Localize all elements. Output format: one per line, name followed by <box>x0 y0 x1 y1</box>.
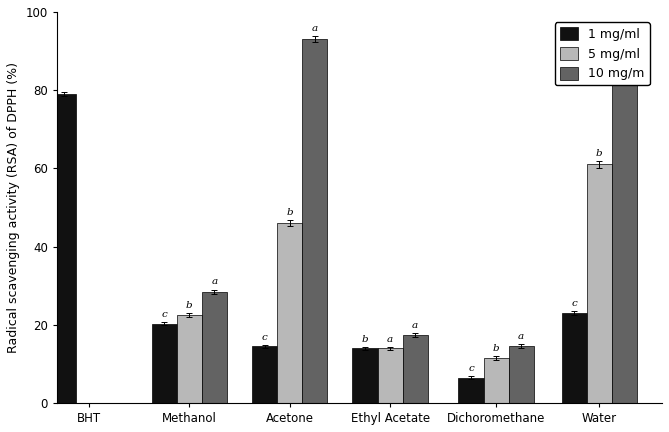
Text: c: c <box>262 333 268 342</box>
Bar <box>458 378 484 403</box>
Text: b: b <box>362 334 369 343</box>
Text: c: c <box>571 299 577 308</box>
Bar <box>202 292 227 403</box>
Bar <box>587 165 612 403</box>
Text: b: b <box>596 149 603 158</box>
Bar <box>562 313 587 403</box>
Bar <box>152 324 177 403</box>
Bar <box>377 348 403 403</box>
Y-axis label: Radical scavenging activity (RSA) of DPPH (%): Radical scavenging activity (RSA) of DPP… <box>7 62 20 353</box>
Text: b: b <box>493 344 499 353</box>
Bar <box>277 223 302 403</box>
Text: a: a <box>518 332 524 341</box>
Bar <box>302 39 327 403</box>
Bar <box>353 348 377 403</box>
Bar <box>177 315 202 403</box>
Text: c: c <box>161 310 167 319</box>
Bar <box>484 358 508 403</box>
Bar <box>403 335 427 403</box>
Text: a: a <box>622 51 628 60</box>
Bar <box>612 67 637 403</box>
Text: a: a <box>412 321 418 330</box>
Bar <box>252 346 277 403</box>
Text: a: a <box>387 334 393 343</box>
Legend: 1 mg/ml, 5 mg/ml, 10 mg/m: 1 mg/ml, 5 mg/ml, 10 mg/m <box>555 22 650 86</box>
Text: a: a <box>211 277 217 286</box>
Text: c: c <box>468 364 474 373</box>
Bar <box>508 346 534 403</box>
Text: b: b <box>186 301 193 310</box>
Text: b: b <box>286 208 293 217</box>
Bar <box>52 94 76 403</box>
Text: a: a <box>312 24 318 33</box>
